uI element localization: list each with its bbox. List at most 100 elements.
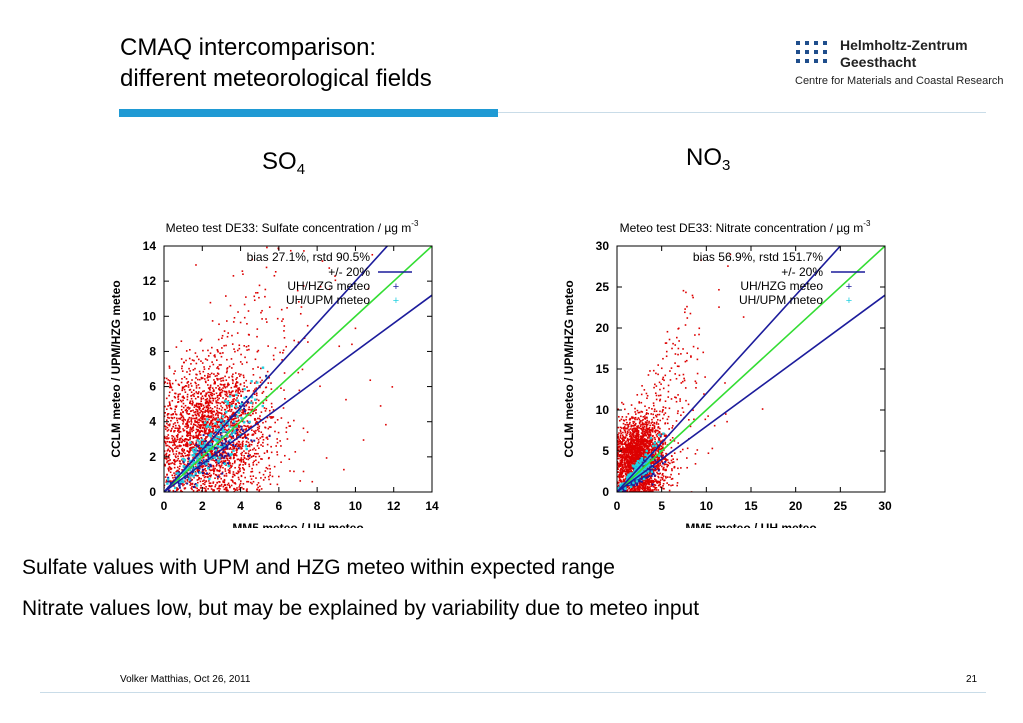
data-point (173, 474, 176, 477)
data-point (637, 448, 640, 451)
data-point (242, 436, 245, 439)
data-point (221, 406, 224, 409)
data-point (226, 488, 228, 491)
data-point (619, 434, 622, 437)
data-point (201, 413, 203, 416)
data-point (248, 450, 250, 452)
data-point (202, 420, 205, 423)
chart-heading-no3: NO3 (686, 144, 730, 180)
data-point (226, 454, 228, 457)
data-point (277, 247, 280, 250)
data-point (166, 440, 169, 443)
data-point (197, 478, 200, 481)
data-point (220, 405, 222, 407)
data-point (297, 341, 300, 343)
data-point (665, 342, 668, 344)
data-point-upm (226, 402, 229, 406)
data-point (247, 458, 250, 461)
data-point (181, 389, 184, 392)
data-point (620, 441, 622, 443)
data-point (198, 469, 200, 472)
data-point-upm (239, 408, 242, 411)
data-point (185, 425, 188, 427)
data-point-hzg (212, 432, 215, 435)
data-point (626, 427, 629, 430)
data-point (217, 416, 219, 419)
data-point (627, 424, 629, 426)
data-point (677, 327, 680, 330)
slide-title-line2: different meteorological fields (120, 65, 432, 92)
data-point (643, 453, 645, 455)
data-point (625, 440, 627, 443)
data-point (276, 451, 278, 453)
data-point (206, 408, 209, 411)
data-point (302, 470, 305, 473)
data-point (177, 429, 180, 431)
data-point (638, 482, 641, 484)
data-point (273, 465, 276, 468)
data-point (176, 434, 179, 437)
data-point (249, 382, 252, 385)
logo-dots-icon (796, 41, 827, 63)
data-point (289, 425, 292, 427)
data-point (182, 421, 185, 423)
data-point (210, 421, 212, 424)
data-point (635, 437, 637, 440)
data-point (362, 439, 365, 441)
data-point (228, 401, 231, 404)
data-point (204, 425, 207, 428)
data-point (628, 451, 630, 454)
one-to-one-line (164, 246, 432, 492)
data-point-hzg (203, 441, 206, 444)
data-point (628, 469, 630, 471)
data-point (220, 473, 222, 475)
data-point (270, 382, 272, 384)
data-point (232, 412, 235, 415)
data-point (203, 423, 206, 426)
data-point (217, 366, 219, 368)
data-point (181, 419, 184, 421)
data-point (657, 456, 659, 459)
data-point (630, 424, 633, 427)
data-point (200, 465, 203, 468)
data-point (209, 482, 212, 484)
data-point-hzg (204, 450, 207, 453)
data-point-upm (218, 445, 222, 449)
data-point (237, 392, 239, 394)
data-point (233, 454, 235, 457)
data-point (662, 467, 665, 470)
data-point (170, 419, 172, 422)
data-point (685, 399, 687, 402)
data-point (178, 384, 181, 386)
data-point (204, 420, 207, 423)
data-point (246, 361, 248, 364)
data-point (223, 481, 226, 484)
data-point (379, 405, 382, 407)
data-point-upm (191, 448, 195, 451)
data-point-hzg (215, 458, 218, 461)
data-point (207, 443, 210, 446)
data-point (200, 425, 202, 428)
data-point (282, 318, 284, 320)
data-point (196, 406, 199, 408)
data-point-upm (199, 471, 202, 474)
data-point (181, 440, 183, 443)
data-point (630, 460, 632, 463)
data-point (174, 411, 176, 413)
data-point (190, 440, 193, 443)
data-point (643, 488, 646, 491)
data-point (625, 466, 628, 468)
data-point (196, 437, 199, 439)
data-point (168, 386, 171, 389)
data-point (236, 385, 238, 387)
data-point (642, 438, 644, 440)
data-point (225, 437, 227, 440)
data-point (177, 488, 179, 491)
data-point (232, 379, 234, 382)
data-point (260, 411, 263, 413)
data-point (621, 481, 623, 484)
data-point (618, 442, 620, 445)
data-point (284, 397, 286, 400)
data-point (224, 487, 227, 489)
data-point (256, 444, 259, 447)
